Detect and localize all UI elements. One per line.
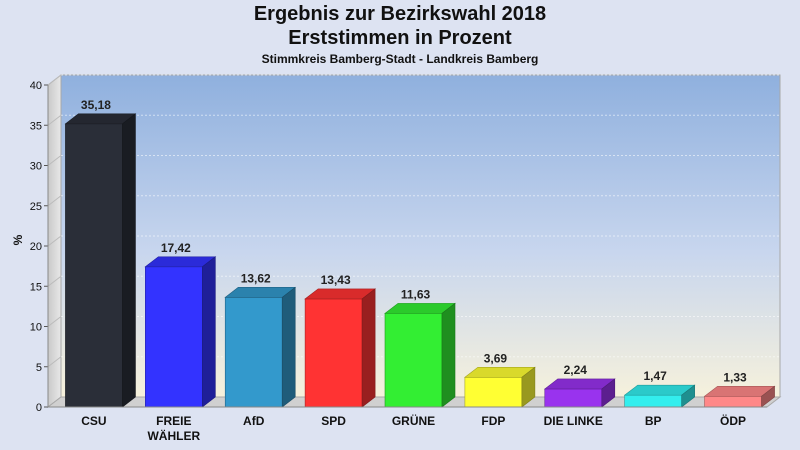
bar-front (704, 395, 762, 408)
bar (224, 286, 297, 408)
y-tick-label: 15 (30, 281, 42, 293)
bar (304, 288, 376, 408)
chart-title-block: Ergebnis zur Bezirkswahl 2018 Erststimme… (0, 2, 800, 68)
x-tick-label: GRÜNE (392, 413, 435, 428)
grid-line-side (47, 74, 62, 86)
y-tick-label: 30 (30, 161, 42, 173)
chart-subtitle: Erststimmen in Prozent (288, 27, 512, 49)
bar (543, 378, 616, 408)
grid-line-side (47, 195, 62, 207)
chart-title: Ergebnis zur Bezirkswahl 2018 (253, 3, 547, 25)
grid-line-side (47, 275, 62, 287)
x-tick-label: DIE LINKE (544, 414, 603, 428)
grid-line-side (47, 114, 62, 126)
bar-side (281, 286, 296, 408)
y-axis-label: % (11, 234, 25, 245)
grid-line-side (47, 155, 62, 166)
bar-side (681, 384, 695, 408)
x-tick-label: AfD (243, 414, 265, 428)
y-tick-label: 35 (30, 120, 42, 132)
x-tick-label: SPD (321, 414, 346, 428)
y-tick-label: 0 (36, 402, 42, 414)
bar-front (304, 298, 363, 408)
bar (144, 256, 217, 408)
bar-side (761, 385, 775, 408)
bar-value-label: 1,47 (643, 369, 667, 383)
bar-side (441, 302, 456, 408)
bar-value-label: 13,43 (321, 273, 351, 287)
bar-value-label: 1,33 (723, 370, 747, 384)
bar (64, 113, 137, 408)
bar-front (145, 266, 203, 408)
bar-front (464, 376, 523, 408)
bar (384, 302, 456, 408)
bar-side (202, 256, 216, 408)
bar (464, 366, 536, 408)
bar-side (601, 378, 616, 408)
x-tick-label: FREIE (156, 414, 191, 428)
y-tick-label: 20 (30, 241, 42, 253)
grid-line-side (47, 356, 62, 368)
bar-front (544, 388, 603, 408)
bar-value-label: 35,18 (81, 98, 111, 112)
bar-value-label: 11,63 (401, 287, 431, 301)
chart-region-label: Stimmkreis Bamberg-Stadt - Landkreis Bam… (261, 52, 539, 66)
grid-line-side (47, 235, 62, 247)
x-tick-label: FDP (481, 414, 505, 428)
y-tick-label: 25 (30, 201, 42, 213)
y-tick-label: 40 (30, 80, 42, 92)
y-tick-label: 5 (36, 362, 42, 374)
bar (623, 384, 696, 408)
bar-front (384, 313, 443, 408)
y-tick-label: 10 (30, 322, 42, 334)
x-tick-label: CSU (81, 414, 106, 428)
bar-value-label: 2,24 (564, 363, 588, 377)
bar-value-label: 13,62 (241, 271, 271, 285)
bar (703, 385, 776, 408)
x-tick-label: WÄHLER (147, 428, 200, 443)
grid-line-side (47, 316, 62, 327)
bar-side (361, 288, 376, 408)
bar-front (624, 394, 682, 408)
bar-value-label: 3,69 (484, 351, 508, 365)
x-tick-label: BP (645, 414, 662, 428)
bar-front (224, 297, 283, 408)
bar-value-label: 17,42 (161, 241, 191, 255)
bar-side (122, 113, 136, 408)
bar-front (65, 123, 123, 408)
x-tick-label: ÖDP (720, 413, 746, 428)
bar-side (521, 366, 536, 408)
